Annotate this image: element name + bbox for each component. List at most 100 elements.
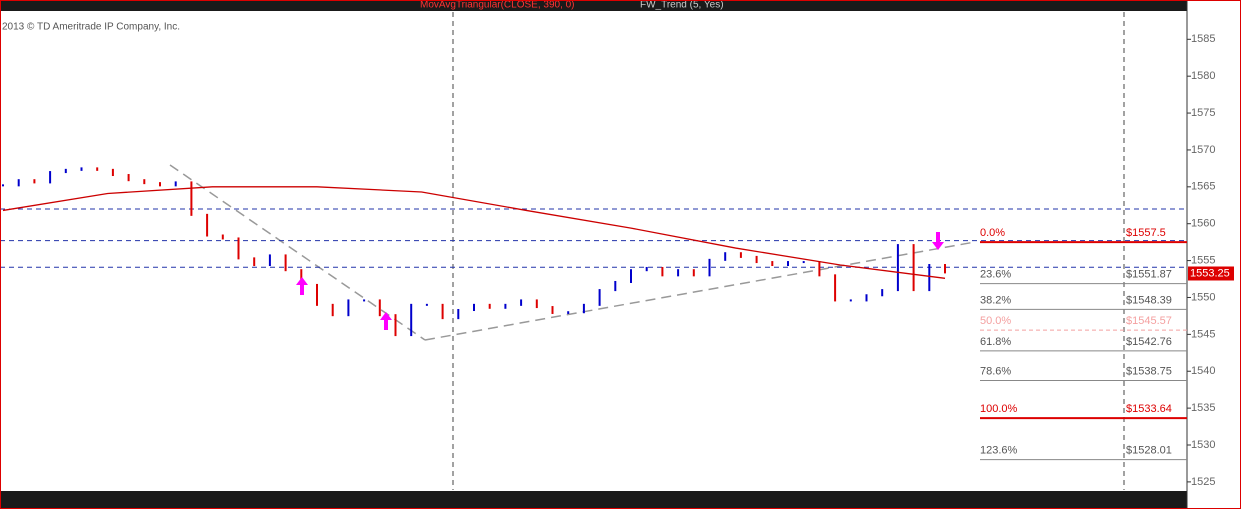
- footer-bar: [0, 491, 1241, 509]
- price-bar: [268, 254, 271, 267]
- price-bar: [504, 303, 507, 309]
- price-bar: [488, 303, 491, 309]
- copyright: 2013 © TD Ameritrade IP Company, Inc.: [2, 22, 180, 33]
- price-bar: [17, 179, 20, 187]
- trend-label: FW_Trend (5, Yes): [640, 0, 724, 11]
- fib-price: $1528.01: [1126, 445, 1172, 457]
- price-bar: [64, 168, 67, 174]
- price-bar: [111, 168, 114, 177]
- price-bar: [755, 255, 758, 264]
- last-price-box: [1188, 266, 1234, 281]
- up-arrow: [296, 277, 308, 295]
- price-bar: [284, 254, 287, 272]
- price-bar: [237, 237, 240, 260]
- header-bar: [0, 0, 1241, 11]
- price-bar: [174, 181, 177, 187]
- price-bar: [221, 234, 224, 240]
- price-bar: [849, 299, 852, 302]
- price-bar: [457, 309, 460, 320]
- fib-percent: 123.6%: [980, 445, 1018, 457]
- fib-percent: 23.6%: [980, 269, 1011, 281]
- price-bar: [316, 283, 318, 306]
- price-bar: [425, 303, 428, 306]
- price-bar: [159, 182, 161, 187]
- y-tick-label: 1540: [1191, 365, 1215, 377]
- study-label: MovAvgTriangular(CLOSE, 390, 0): [420, 0, 575, 11]
- trend-line: [424, 241, 976, 341]
- fib-percent: 38.2%: [980, 294, 1011, 306]
- fib-percent: 61.8%: [980, 336, 1011, 348]
- price-bar: [190, 181, 193, 216]
- y-tick-label: 1550: [1191, 291, 1215, 303]
- fib-price: $1551.87: [1126, 269, 1172, 281]
- fib-percent: 0.0%: [980, 227, 1005, 239]
- price-bar: [300, 269, 303, 286]
- price-bar: [630, 269, 632, 283]
- price-bar: [206, 213, 209, 237]
- price-bar: [708, 258, 711, 277]
- price-bar: [944, 264, 946, 274]
- fib-price: $1548.39: [1126, 294, 1172, 306]
- moving-average: [2, 186, 946, 279]
- price-bar: [347, 299, 350, 317]
- price-bar: [692, 269, 695, 277]
- price-bar: [378, 299, 381, 317]
- price-bar: [331, 303, 334, 317]
- price-bar: [127, 174, 130, 182]
- price-bar: [802, 261, 805, 264]
- y-tick-label: 1525: [1191, 476, 1215, 488]
- price-bar: [818, 261, 821, 277]
- price-bar: [661, 266, 664, 277]
- fib-price: $1538.75: [1126, 365, 1172, 377]
- price-bar: [582, 303, 585, 314]
- y-tick-label: 1575: [1191, 107, 1215, 119]
- price-bar: [33, 179, 36, 184]
- price-bar: [724, 252, 727, 261]
- price-bar: [535, 299, 538, 309]
- fib-price: $1533.64: [1126, 403, 1172, 415]
- price-bar: [677, 269, 680, 277]
- price-axis: [1187, 0, 1241, 509]
- price-bar: [2, 184, 4, 187]
- price-bar: [771, 261, 774, 267]
- fib-price: $1557.5: [1126, 227, 1166, 239]
- price-bar: [441, 303, 444, 320]
- trend-line: [169, 164, 426, 341]
- y-tick-label: 1565: [1191, 181, 1215, 193]
- price-bar: [739, 252, 742, 258]
- price-bar: [567, 311, 570, 314]
- fib-price: $1545.57: [1126, 315, 1172, 327]
- price-bar: [96, 167, 99, 171]
- y-tick-label: 1560: [1191, 218, 1215, 230]
- price-bar: [614, 280, 617, 292]
- last-price-label: 1553.25: [1190, 267, 1230, 279]
- down-arrow: [932, 232, 944, 250]
- price-bar: [80, 167, 83, 171]
- y-tick-label: 1585: [1191, 33, 1215, 45]
- price-bar: [645, 266, 648, 272]
- price-bar: [598, 289, 601, 306]
- price-bar: [896, 244, 899, 292]
- y-tick-label: 1535: [1191, 402, 1215, 414]
- price-bar: [834, 274, 837, 302]
- fib-percent: 50.0%: [980, 315, 1011, 327]
- price-bar: [881, 289, 884, 297]
- price-bar: [520, 299, 523, 306]
- price-bar: [49, 171, 52, 184]
- price-bar: [912, 244, 915, 292]
- price-bar: [928, 264, 931, 292]
- price-bar: [253, 257, 256, 267]
- price-bar: [551, 306, 554, 314]
- price-bar: [865, 294, 868, 302]
- price-bar: [143, 179, 146, 185]
- y-tick-label: 1570: [1191, 144, 1215, 156]
- fib-percent: 100.0%: [980, 403, 1018, 415]
- y-tick-label: 1580: [1191, 70, 1215, 82]
- y-tick-label: 1545: [1191, 328, 1215, 340]
- price-bar: [363, 299, 366, 302]
- fib-percent: 78.6%: [980, 365, 1011, 377]
- y-tick-label: 1530: [1191, 439, 1215, 451]
